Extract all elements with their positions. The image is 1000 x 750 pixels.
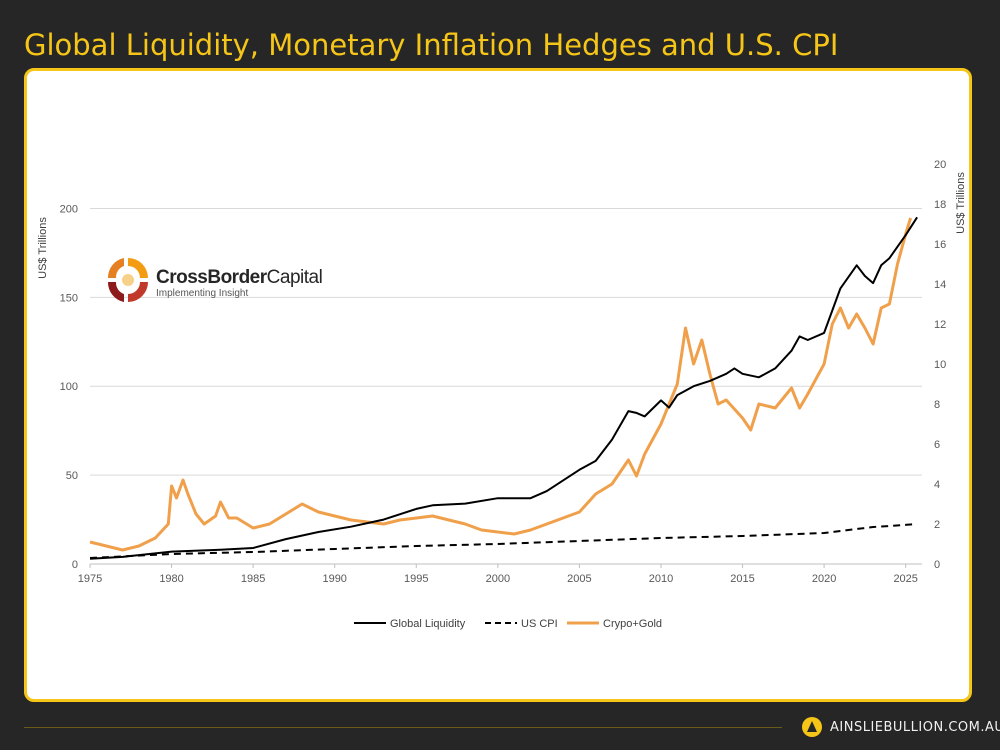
y-right-tick-label: 8: [934, 399, 940, 411]
ainslie-logo-icon: [802, 717, 822, 737]
y-right-tick-label: 16: [934, 239, 946, 251]
logo-name-light: Capital: [267, 267, 323, 288]
y-left-tick-label: 150: [60, 292, 78, 304]
x-tick-label: 2020: [812, 573, 836, 585]
x-tick-label: 2010: [649, 573, 673, 585]
legend-label-cpi: US CPI: [521, 618, 558, 630]
x-tick-label: 2015: [730, 573, 754, 585]
legend-label-crypto-gold: Crypo+Gold: [603, 618, 662, 630]
y-right-tick-label: 6: [934, 439, 940, 451]
x-tick-label: 1995: [404, 573, 428, 585]
series-line-us-cpi: [90, 524, 917, 558]
y-right-tick-label: 10: [934, 359, 946, 371]
page-title: Global Liquidity, Monetary Inflation Hed…: [24, 28, 838, 62]
y-right-axis-label: US$ Trillions: [955, 172, 967, 234]
x-tick-label: 1980: [159, 573, 183, 585]
y-left-tick-label: 50: [66, 470, 78, 482]
y-right-tick-label: 0: [934, 559, 940, 571]
y-left-tick-label: 200: [60, 203, 78, 215]
y-left-tick-label: 100: [60, 381, 78, 393]
x-tick-label: 1975: [78, 573, 102, 585]
footer-brand[interactable]: AINSLIEBULLION.COM.AU: [802, 717, 1000, 737]
y-right-tick-label: 2: [934, 519, 940, 531]
footer-brand-text: AINSLIEBULLION.COM.AU: [830, 720, 1000, 735]
svg-text:CrossBorderCapital: CrossBorderCapital: [156, 267, 322, 288]
chart-card: 0 50 100 150 200 0 2 4 6 8 10 12 14 16 18 20 1975 1980 198…: [24, 68, 972, 702]
logo-swirl-icon: [108, 258, 148, 302]
logo-name-bold: CrossBorder: [156, 267, 268, 288]
x-tick-label: 1990: [322, 573, 346, 585]
footer-divider: [24, 727, 782, 728]
y-right-tick-label: 14: [934, 279, 946, 291]
legend-label-liquidity: Global Liquidity: [390, 618, 466, 630]
y-right-tick-label: 18: [934, 199, 946, 211]
y-right-tick-label: 12: [934, 319, 946, 331]
x-tick-label: 1985: [241, 573, 265, 585]
x-tick-label: 2025: [893, 573, 917, 585]
x-tick-label: 2005: [567, 573, 591, 585]
y-right-tick-label: 20: [934, 159, 946, 171]
y-left-tick-label: 0: [72, 559, 78, 571]
x-tick-label: 2000: [486, 573, 510, 585]
logo-tagline: Implementing Insight: [156, 288, 248, 299]
legend: Global Liquidity US CPI Crypo+Gold: [354, 618, 662, 630]
y-right-tick-label: 4: [934, 479, 940, 491]
y-left-axis-label: US$ Trillions: [37, 217, 49, 279]
crossborder-logo: CrossBorderCapital Implementing Insight: [108, 258, 322, 302]
grid: [90, 208, 922, 564]
